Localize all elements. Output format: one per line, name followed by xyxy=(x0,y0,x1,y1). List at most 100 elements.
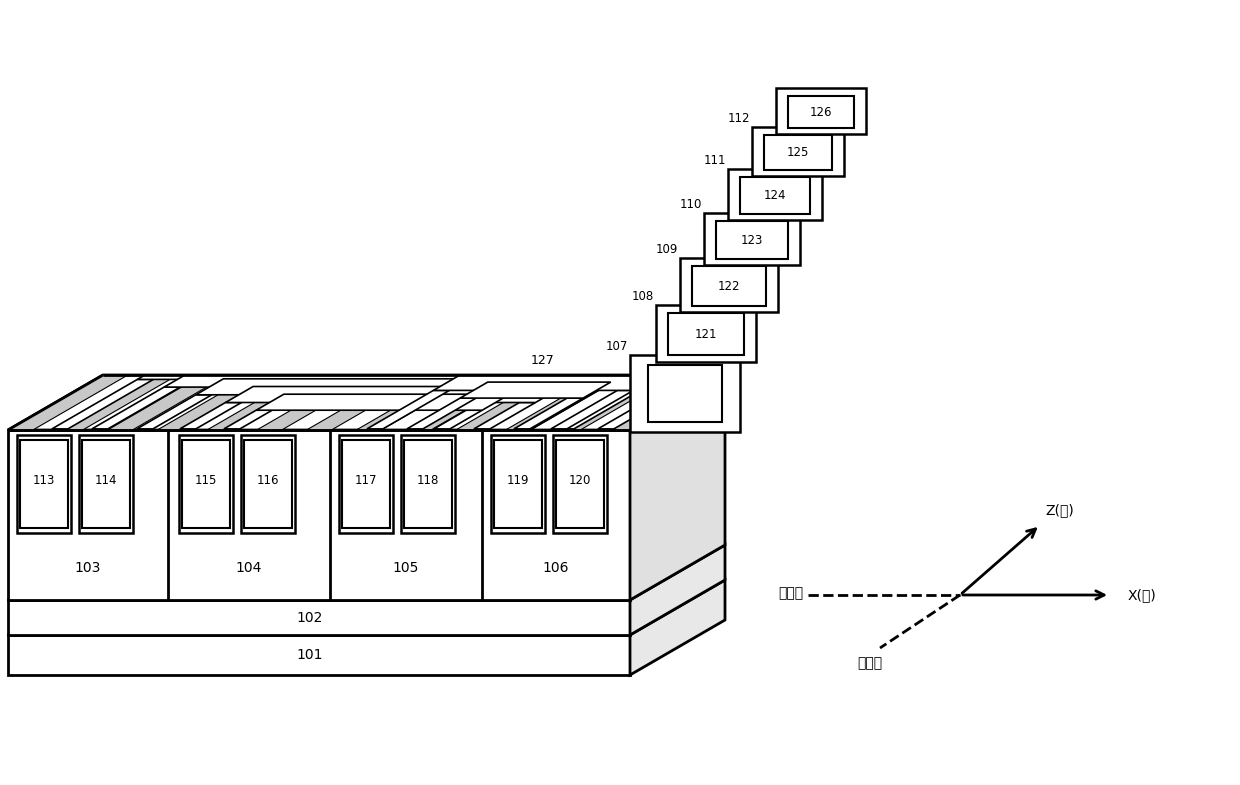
Polygon shape xyxy=(306,375,427,430)
Polygon shape xyxy=(630,545,725,635)
Polygon shape xyxy=(7,600,630,635)
Text: 115: 115 xyxy=(195,473,217,487)
Polygon shape xyxy=(630,580,725,675)
Bar xyxy=(79,435,133,533)
Bar xyxy=(656,305,756,362)
Bar xyxy=(553,435,608,533)
Polygon shape xyxy=(7,635,630,675)
Polygon shape xyxy=(405,375,526,430)
Bar xyxy=(491,435,546,533)
Text: 116: 116 xyxy=(257,473,279,487)
Polygon shape xyxy=(52,379,154,429)
Bar xyxy=(649,365,722,422)
Text: （左）: （左） xyxy=(777,586,804,600)
Text: 120: 120 xyxy=(569,473,591,487)
Polygon shape xyxy=(58,375,177,430)
Text: 119: 119 xyxy=(507,473,529,487)
Text: 124: 124 xyxy=(764,189,786,202)
Bar xyxy=(740,177,810,214)
Bar xyxy=(715,221,787,259)
Polygon shape xyxy=(180,403,242,429)
Polygon shape xyxy=(407,398,476,429)
Text: 126: 126 xyxy=(810,105,832,119)
Polygon shape xyxy=(138,375,707,379)
Polygon shape xyxy=(605,375,725,430)
Text: 103: 103 xyxy=(74,561,102,575)
Text: X(右): X(右) xyxy=(1128,588,1157,602)
Polygon shape xyxy=(456,375,575,430)
Polygon shape xyxy=(598,379,699,429)
Bar xyxy=(182,440,229,528)
Polygon shape xyxy=(434,411,482,429)
Polygon shape xyxy=(157,375,278,430)
Bar xyxy=(404,440,453,528)
Polygon shape xyxy=(556,375,676,430)
Bar xyxy=(244,440,291,528)
Polygon shape xyxy=(367,390,449,429)
Polygon shape xyxy=(257,375,377,430)
Bar xyxy=(680,258,777,312)
Polygon shape xyxy=(108,375,227,430)
Text: 122: 122 xyxy=(718,279,740,293)
Text: 109: 109 xyxy=(656,243,678,256)
Text: 106: 106 xyxy=(543,561,569,575)
Polygon shape xyxy=(630,375,725,600)
Text: 112: 112 xyxy=(728,112,750,125)
Polygon shape xyxy=(513,398,583,429)
Bar xyxy=(764,135,832,170)
Bar xyxy=(494,440,542,528)
Text: 107: 107 xyxy=(605,340,627,353)
Polygon shape xyxy=(207,375,327,430)
Text: 123: 123 xyxy=(740,233,763,246)
Polygon shape xyxy=(7,375,128,430)
Polygon shape xyxy=(356,375,476,430)
Polygon shape xyxy=(136,395,212,429)
Polygon shape xyxy=(224,411,273,429)
Bar xyxy=(342,440,391,528)
Text: 113: 113 xyxy=(32,473,56,487)
Polygon shape xyxy=(7,430,630,600)
Text: 105: 105 xyxy=(393,561,419,575)
Text: 125: 125 xyxy=(787,146,810,159)
Bar xyxy=(751,127,844,176)
Polygon shape xyxy=(7,545,725,600)
Polygon shape xyxy=(558,387,646,429)
Text: 111: 111 xyxy=(703,154,725,167)
Text: 101: 101 xyxy=(296,648,324,662)
Polygon shape xyxy=(434,375,660,390)
Polygon shape xyxy=(460,382,611,398)
Bar xyxy=(17,435,71,533)
Bar xyxy=(728,169,822,220)
Bar xyxy=(556,440,604,528)
Text: 127: 127 xyxy=(531,355,554,367)
Bar xyxy=(630,355,740,432)
Text: 102: 102 xyxy=(296,611,324,625)
Text: 110: 110 xyxy=(680,198,702,211)
Text: 121: 121 xyxy=(694,327,717,341)
Polygon shape xyxy=(506,375,625,430)
Text: Z(上): Z(上) xyxy=(1045,503,1074,517)
Polygon shape xyxy=(92,387,180,429)
Bar xyxy=(82,440,130,528)
Polygon shape xyxy=(516,395,590,429)
Polygon shape xyxy=(7,580,725,635)
Bar xyxy=(776,88,866,134)
Polygon shape xyxy=(551,390,634,429)
Bar xyxy=(401,435,455,533)
Text: 108: 108 xyxy=(631,290,653,303)
Bar xyxy=(339,435,393,533)
Bar xyxy=(704,213,800,265)
Bar xyxy=(787,96,854,128)
Text: 104: 104 xyxy=(236,561,262,575)
Polygon shape xyxy=(196,379,619,395)
Polygon shape xyxy=(164,375,667,387)
Bar xyxy=(179,435,233,533)
Text: （下）: （下） xyxy=(857,656,883,670)
Text: 118: 118 xyxy=(417,473,439,487)
Text: 114: 114 xyxy=(94,473,118,487)
Bar xyxy=(668,313,744,355)
Polygon shape xyxy=(226,386,563,403)
Polygon shape xyxy=(474,403,536,429)
Text: 117: 117 xyxy=(355,473,377,487)
Bar xyxy=(692,266,766,306)
